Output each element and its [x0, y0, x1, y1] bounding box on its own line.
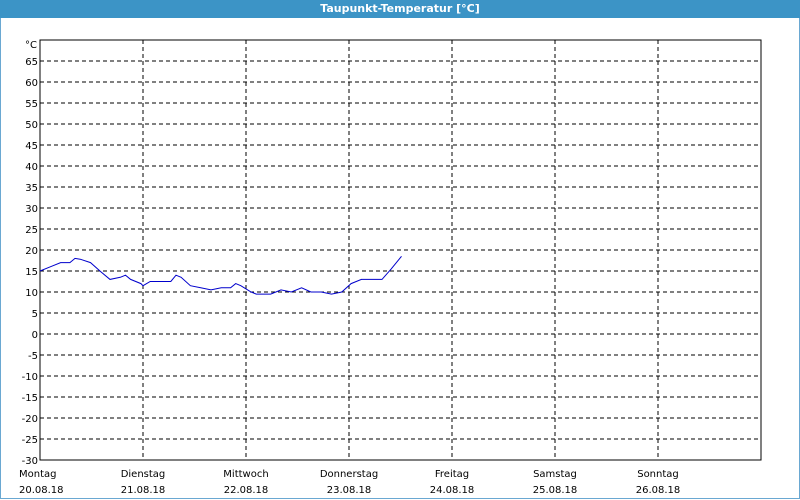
- window-title: Taupunkt-Temperatur [°C]: [0, 0, 800, 18]
- y-tick-label: 25: [25, 225, 38, 236]
- y-tick-label: 35: [25, 183, 38, 194]
- y-tick-label: 45: [25, 141, 38, 152]
- series-group: [39, 255, 402, 295]
- x-tick-date: 20.08.18: [19, 485, 64, 496]
- x-tick-day: Mittwoch: [223, 469, 268, 480]
- y-tick-label: 55: [25, 99, 38, 110]
- x-tick-day: Freitag: [435, 469, 469, 480]
- y-tick-label: 0: [32, 330, 38, 341]
- x-tick-date: 24.08.18: [430, 485, 475, 496]
- dew-point-line: [39, 255, 402, 295]
- y-tick-label: -10: [22, 372, 38, 383]
- y-tick-label: -20: [22, 414, 38, 425]
- y-axis-unit: °C: [25, 40, 37, 51]
- x-tick-day: Montag: [19, 469, 56, 480]
- y-tick-label: 60: [25, 78, 38, 89]
- y-tick-label: -5: [28, 351, 38, 362]
- y-tick-label: 40: [25, 162, 38, 173]
- x-tick-day: Donnerstag: [320, 469, 378, 480]
- y-tick-label: 65: [25, 57, 38, 68]
- x-tick-date: 22.08.18: [224, 485, 269, 496]
- y-tick-label: 20: [25, 246, 38, 257]
- x-tick-day: Sonntag: [637, 469, 679, 480]
- y-tick-label: 30: [25, 204, 38, 215]
- x-tick-date: 23.08.18: [327, 485, 372, 496]
- x-tick-day: Dienstag: [121, 469, 166, 480]
- x-axis: Montag 20.08.18 Dienstag 21.08.18 Mittwoch 22…: [19, 469, 680, 496]
- x-tick-date: 25.08.18: [533, 485, 578, 496]
- x-tick-day: Samstag: [533, 469, 577, 480]
- grid-lines: [40, 40, 761, 460]
- x-tick-date: 21.08.18: [121, 485, 166, 496]
- x-tick-date: 26.08.18: [636, 485, 681, 496]
- y-tick-label: -30: [22, 456, 38, 467]
- y-tick-label: 10: [25, 288, 38, 299]
- y-tick-label: 15: [25, 267, 38, 278]
- y-tick-label: 5: [32, 309, 38, 320]
- y-tick-label: 50: [25, 120, 38, 131]
- y-tick-label: -25: [22, 435, 38, 446]
- y-tick-label: -15: [22, 393, 38, 404]
- y-axis: °C 65605550454035302520151050-5-10-15-20…: [22, 40, 38, 467]
